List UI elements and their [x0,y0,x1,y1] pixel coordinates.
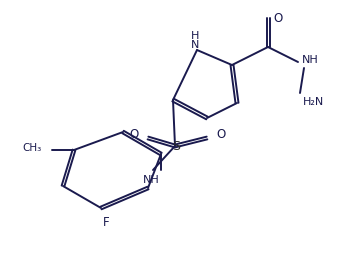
Text: O: O [273,11,283,24]
Text: O: O [216,128,226,140]
Text: CH₃: CH₃ [23,143,42,153]
Text: NH: NH [302,55,318,65]
Text: F: F [103,216,109,230]
Text: NH: NH [143,175,159,185]
Text: O: O [129,128,139,140]
Text: H: H [191,31,199,41]
Text: S: S [172,139,180,152]
Text: H₂N: H₂N [303,97,325,107]
Text: N: N [191,40,199,50]
